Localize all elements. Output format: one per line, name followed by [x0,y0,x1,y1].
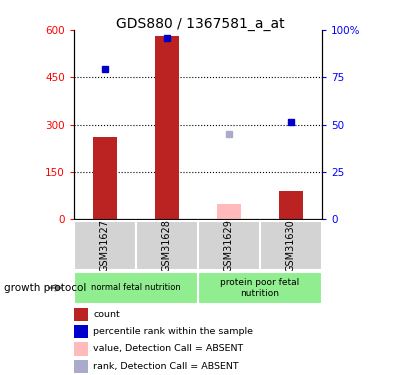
Bar [198,221,260,270]
Bar [74,272,198,304]
Text: GSM31627: GSM31627 [100,219,110,272]
Text: protein poor fetal
nutrition: protein poor fetal nutrition [220,278,300,297]
Text: GSM31628: GSM31628 [162,219,172,272]
Text: rank, Detection Call = ABSENT: rank, Detection Call = ABSENT [93,362,239,371]
Text: GSM31629: GSM31629 [224,219,234,272]
Text: count: count [93,310,120,319]
Bar [260,221,322,270]
Bar [279,191,304,219]
Bar [74,221,136,270]
Bar [154,36,179,219]
Bar [198,272,322,304]
Bar [136,221,198,270]
Bar [217,204,242,219]
Text: normal fetal nutrition: normal fetal nutrition [91,284,181,292]
Text: percentile rank within the sample: percentile rank within the sample [93,327,253,336]
Text: GSM31630: GSM31630 [286,219,296,272]
Text: growth protocol: growth protocol [4,283,86,293]
Text: value, Detection Call = ABSENT: value, Detection Call = ABSENT [93,345,244,354]
Bar [92,137,118,219]
Text: GDS880 / 1367581_a_at: GDS880 / 1367581_a_at [116,17,284,31]
